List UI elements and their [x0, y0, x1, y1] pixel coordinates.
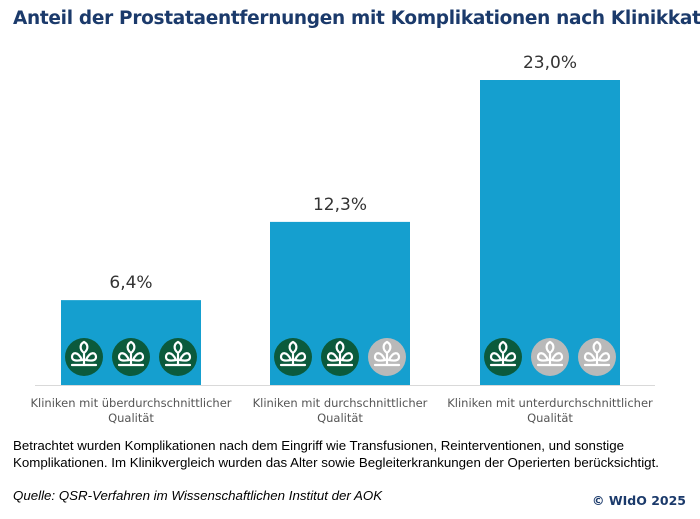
data-label: 23,0%: [523, 53, 577, 73]
category-label: Kliniken mit unterdurchschnittlicher: [447, 396, 653, 410]
category-label: Qualität: [527, 411, 573, 425]
aok-tree-icon-empty: [368, 338, 406, 376]
source-text: Quelle: QSR-Verfahren im Wissenschaftlic…: [13, 488, 383, 503]
aok-tree-icon-empty: [578, 338, 616, 376]
category-label: Kliniken mit durchschnittlicher: [253, 396, 428, 410]
aok-tree-icon-filled: [274, 338, 312, 376]
copyright: © WIdO 2025: [591, 493, 686, 508]
aok-tree-icon-filled: [159, 338, 197, 376]
bar-chart: 6,4%Kliniken mit überdurchschnittlicherQ…: [30, 53, 655, 425]
aok-tree-icon-filled: [65, 338, 103, 376]
aok-tree-icon-filled: [321, 338, 359, 376]
data-label: 12,3%: [313, 195, 367, 215]
category-label: Qualität: [108, 411, 154, 425]
category-label: Kliniken mit überdurchschnittlicher: [30, 396, 231, 410]
category-label: Qualität: [317, 411, 363, 425]
aok-tree-icon-empty: [531, 338, 569, 376]
footnote: Betrachtet wurden Komplikationen nach de…: [13, 438, 659, 470]
chart-title: Anteil der Prostataentfernungen mit Komp…: [13, 8, 700, 29]
aok-tree-icon-filled: [484, 338, 522, 376]
aok-tree-icon-filled: [112, 338, 150, 376]
bar-3: [480, 80, 620, 385]
data-label: 6,4%: [109, 273, 152, 293]
